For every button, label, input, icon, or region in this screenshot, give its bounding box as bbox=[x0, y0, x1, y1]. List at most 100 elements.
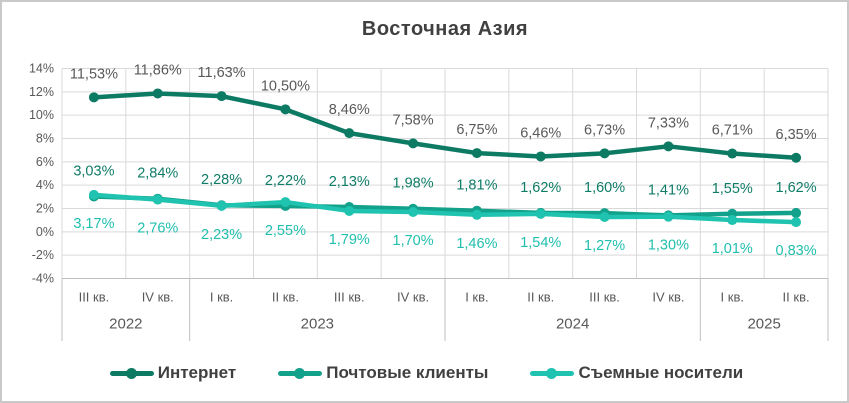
data-label: 6,71% bbox=[712, 123, 753, 139]
data-point bbox=[344, 205, 355, 216]
data-point bbox=[727, 148, 738, 159]
y-axis-tick-label: 8% bbox=[36, 132, 54, 146]
data-label: 2,84% bbox=[137, 166, 178, 182]
legend-item-3: Съемные носители bbox=[530, 363, 743, 383]
chart-legend: Интернет Почтовые клиенты Съемные носители bbox=[2, 353, 847, 393]
data-label: 1,41% bbox=[648, 182, 689, 198]
data-label: 1,01% bbox=[712, 241, 753, 257]
data-point bbox=[344, 128, 355, 139]
year-label: 2024 bbox=[556, 316, 589, 333]
data-label: 1,30% bbox=[648, 238, 689, 254]
chart-title: Восточная Азия bbox=[361, 18, 529, 40]
data-point bbox=[152, 194, 163, 205]
year-label: 2022 bbox=[109, 316, 142, 333]
data-point bbox=[791, 217, 802, 228]
data-point bbox=[280, 104, 291, 115]
data-label: 6,75% bbox=[456, 122, 497, 138]
data-label: 1,27% bbox=[584, 238, 625, 254]
data-label: 2,23% bbox=[201, 227, 242, 243]
data-label: 6,35% bbox=[776, 127, 817, 143]
category-label: II кв. bbox=[783, 290, 810, 305]
data-label: 2,28% bbox=[201, 172, 242, 188]
legend-item-2: Почтовые клиенты bbox=[278, 363, 488, 383]
data-point bbox=[408, 138, 419, 149]
category-label: III кв. bbox=[79, 290, 110, 305]
category-label: I кв. bbox=[210, 290, 233, 305]
data-label: 6,73% bbox=[584, 122, 625, 138]
year-label: 2025 bbox=[747, 316, 780, 333]
data-label: 1,62% bbox=[520, 180, 561, 196]
legend-label: Почтовые клиенты bbox=[326, 363, 489, 382]
data-point bbox=[216, 200, 227, 211]
data-point bbox=[471, 209, 482, 220]
data-point bbox=[599, 148, 610, 159]
category-label: IV кв. bbox=[652, 290, 684, 305]
data-label: 2,13% bbox=[329, 174, 370, 190]
data-point bbox=[88, 189, 99, 200]
series-line-1 bbox=[91, 91, 799, 160]
data-label: 8,46% bbox=[329, 102, 370, 118]
data-point bbox=[663, 141, 674, 152]
data-point bbox=[663, 211, 674, 222]
legend-line-marker-icon bbox=[109, 367, 154, 379]
category-label: I кв. bbox=[721, 290, 744, 305]
y-axis-tick-label: 14% bbox=[29, 62, 54, 76]
y-axis-tick-label: 6% bbox=[36, 155, 54, 169]
data-label: 11,63% bbox=[198, 65, 246, 81]
data-label: 6,46% bbox=[520, 125, 561, 141]
category-label: I кв. bbox=[465, 290, 488, 305]
data-point bbox=[408, 207, 419, 217]
category-label: III кв. bbox=[334, 290, 365, 305]
data-point bbox=[791, 152, 802, 163]
y-axis-tick-label: -2% bbox=[32, 248, 54, 262]
series-line-3 bbox=[91, 192, 799, 225]
data-point bbox=[471, 148, 482, 159]
y-axis-tick-label: 2% bbox=[36, 202, 54, 216]
data-point bbox=[535, 151, 546, 162]
category-label: IV кв. bbox=[142, 290, 174, 305]
data-label: 10,50% bbox=[261, 78, 310, 94]
data-label: 1,62% bbox=[776, 180, 817, 196]
y-axis-tick-label: 0% bbox=[36, 225, 54, 239]
legend-item-1: Интернет bbox=[109, 363, 237, 383]
data-label: 2,76% bbox=[137, 221, 178, 237]
category-label: IV кв. bbox=[397, 290, 429, 305]
data-label: 1,60% bbox=[584, 180, 625, 196]
data-point bbox=[599, 212, 610, 223]
data-label: 1,98% bbox=[393, 176, 434, 192]
year-label: 2023 bbox=[301, 316, 334, 333]
data-label: 1,46% bbox=[456, 236, 497, 252]
y-axis-tick-label: -4% bbox=[32, 272, 54, 286]
data-label: 1,81% bbox=[456, 178, 497, 194]
y-axis-tick-label: 10% bbox=[29, 108, 54, 122]
legend-line-marker-icon bbox=[278, 367, 323, 379]
data-label: 11,86% bbox=[134, 62, 182, 78]
data-point bbox=[791, 207, 802, 218]
y-axis-tick-label: 4% bbox=[36, 178, 54, 192]
data-label: 1,54% bbox=[520, 235, 561, 251]
data-label: 1,55% bbox=[712, 181, 753, 197]
data-point bbox=[727, 215, 738, 226]
category-label: III кв. bbox=[589, 290, 620, 305]
data-label: 1,79% bbox=[329, 232, 370, 248]
data-point bbox=[535, 208, 546, 219]
data-label: 7,33% bbox=[648, 115, 689, 131]
data-label: 11,53% bbox=[70, 66, 118, 82]
data-label: 2,55% bbox=[265, 223, 306, 239]
data-label: 2,22% bbox=[265, 173, 306, 189]
data-point bbox=[88, 92, 99, 103]
line-chart-plot: 14% 12% 10% 8% 6% 4% 2% 0% -2% -4% III кв. IV кв. I … bbox=[29, 62, 829, 341]
legend-line-marker-icon bbox=[530, 367, 575, 379]
data-label: 1,70% bbox=[393, 233, 434, 249]
legend-label: Интернет bbox=[157, 363, 237, 382]
category-label: II кв. bbox=[272, 290, 299, 305]
data-label: 3,17% bbox=[73, 216, 114, 232]
data-label: 7,58% bbox=[393, 112, 434, 128]
y-axis-tick-label: 12% bbox=[29, 85, 54, 99]
data-label: 0,83% bbox=[776, 243, 817, 259]
legend-label: Съемные носители bbox=[578, 363, 744, 382]
data-point bbox=[216, 91, 227, 102]
data-point bbox=[152, 88, 163, 99]
data-point bbox=[280, 197, 291, 208]
